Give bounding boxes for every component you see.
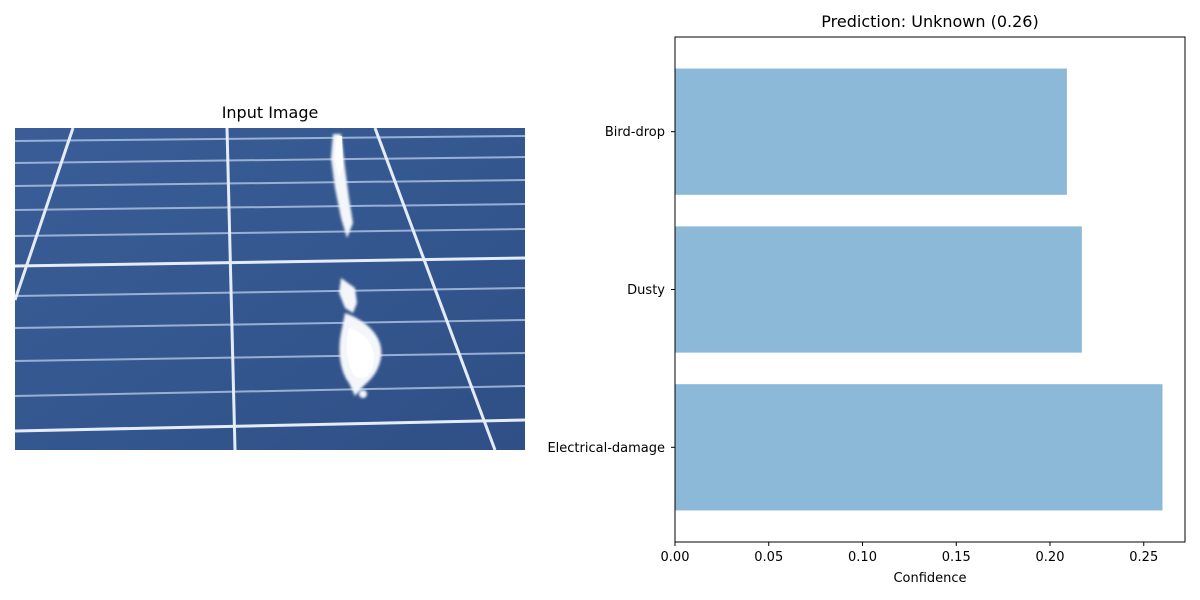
x-tick-label: 0.05 <box>754 550 783 565</box>
x-tick-label: 0.00 <box>661 550 690 565</box>
bar-electrical-damage <box>675 384 1163 511</box>
chart-title: Prediction: Unknown (0.26) <box>821 12 1039 31</box>
x-axis-label: Confidence <box>893 571 966 586</box>
y-axis: Electrical-damage Dusty Bird-drop <box>547 125 675 456</box>
bar-bird-drop <box>675 68 1067 195</box>
x-tick-label: 0.25 <box>1129 550 1158 565</box>
image-panel-title: Input Image <box>221 103 319 122</box>
y-tick-label: Dusty <box>627 283 665 298</box>
x-axis: 0.00 0.05 0.10 0.15 0.20 0.25 <box>661 542 1158 565</box>
y-tick-label: Bird-drop <box>605 125 665 140</box>
x-tick-label: 0.10 <box>848 550 877 565</box>
bar-group <box>675 68 1163 511</box>
y-tick-label: Electrical-damage <box>547 441 665 456</box>
x-tick-label: 0.20 <box>1036 550 1065 565</box>
x-tick-label: 0.15 <box>942 550 971 565</box>
bar-dusty <box>675 226 1082 353</box>
input-image <box>15 128 525 450</box>
